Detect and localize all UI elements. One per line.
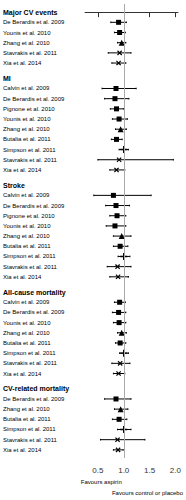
svg-text:Zhang et al. 2010: Zhang et al. 2010 (3, 126, 50, 132)
svg-text:Butalia et al. 2011: Butalia et al. 2011 (3, 416, 51, 422)
svg-text:Zhang et al. 2010: Zhang et al. 2010 (3, 233, 50, 239)
svg-text:1.5: 1.5 (144, 466, 156, 475)
svg-text:De Berardis et al. 2009: De Berardis et al. 2009 (3, 396, 65, 402)
svg-text:1.0: 1.0 (118, 466, 130, 475)
svg-text:Stroke: Stroke (3, 182, 25, 189)
svg-text:Stavrakis et al. 2011: Stavrakis et al. 2011 (3, 437, 58, 443)
svg-text:Favours aspirin: Favours aspirin (81, 479, 122, 485)
svg-text:Xia et al. 2014: Xia et al. 2014 (3, 60, 42, 66)
svg-text:Stavrakis et al. 2011: Stavrakis et al. 2011 (3, 360, 58, 366)
svg-text:Butalia et al. 2011: Butalia et al. 2011 (3, 340, 51, 346)
svg-text:Pignone et al. 2010: Pignone et al. 2010 (3, 213, 55, 219)
svg-text:Stavrakis et al. 2011: Stavrakis et al. 2011 (3, 264, 58, 270)
svg-text:Calvin et al. 2009: Calvin et al. 2009 (3, 85, 50, 91)
svg-text:Younis et al. 2010: Younis et al. 2010 (3, 320, 51, 326)
svg-text:De Berardis et al. 2009: De Berardis et al. 2009 (3, 203, 65, 209)
svg-text:Zhang et al. 2010: Zhang et al. 2010 (3, 406, 50, 412)
svg-text:Simpson et al. 2011: Simpson et al. 2011 (3, 147, 56, 153)
svg-text:De Berardis et al. 2009: De Berardis et al. 2009 (3, 96, 65, 102)
svg-text:Xia et al. 2014: Xia et al. 2014 (3, 371, 42, 377)
svg-text:Xia et al. 2014: Xia et al. 2014 (3, 447, 42, 453)
svg-text:Younis et al. 2010: Younis et al. 2010 (3, 116, 51, 122)
svg-text:MI: MI (3, 75, 11, 82)
svg-text:Simpson et al. 2011: Simpson et al. 2011 (3, 253, 56, 259)
svg-text:Favours control or placebo: Favours control or placebo (112, 490, 184, 496)
svg-text:Simpson et al. 2011: Simpson et al. 2011 (3, 426, 56, 432)
svg-text:Major CV events: Major CV events (3, 9, 58, 17)
svg-text:Zhang et al. 2010: Zhang et al. 2010 (3, 330, 50, 336)
svg-text:0.5: 0.5 (92, 466, 104, 475)
svg-text:Butalia et al. 2011: Butalia et al. 2011 (3, 136, 51, 142)
svg-text:Stavrakis et al. 2011: Stavrakis et al. 2011 (3, 50, 58, 56)
svg-text:De Berardis et al. 2009: De Berardis et al. 2009 (3, 19, 65, 25)
svg-text:Stavrakis et al. 2011: Stavrakis et al. 2011 (3, 157, 58, 163)
svg-text:Xia et al. 2014: Xia et al. 2014 (3, 274, 42, 280)
svg-text:De Berardis et al. 2009: De Berardis et al. 2009 (3, 309, 65, 315)
svg-text:Xia et al. 2014: Xia et al. 2014 (3, 167, 42, 173)
svg-text:Calvin et al. 2009: Calvin et al. 2009 (3, 299, 50, 305)
svg-text:Butalia et al. 2011: Butalia et al. 2011 (3, 243, 51, 249)
svg-text:All-cause mortality: All-cause mortality (3, 289, 66, 297)
svg-text:2.0: 2.0 (170, 466, 182, 475)
svg-text:CV-related mortality: CV-related mortality (3, 385, 69, 393)
svg-text:Calvin et al. 2009: Calvin et al. 2009 (3, 192, 50, 198)
svg-text:Pignone et al. 2010: Pignone et al. 2010 (3, 106, 55, 112)
svg-text:Simpson et al. 2011: Simpson et al. 2011 (3, 350, 56, 356)
svg-text:Younis et al. 2010: Younis et al. 2010 (3, 223, 51, 229)
svg-text:Zhang et al. 2010: Zhang et al. 2010 (3, 40, 50, 46)
svg-text:Younis et al. 2010: Younis et al. 2010 (3, 30, 51, 36)
